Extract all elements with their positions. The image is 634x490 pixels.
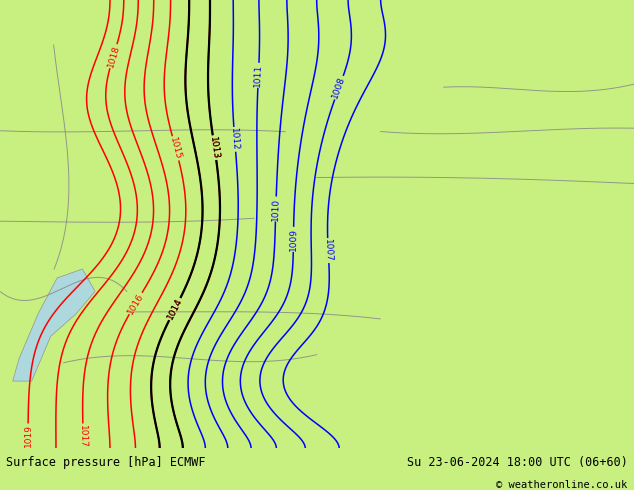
Text: © weatheronline.co.uk: © weatheronline.co.uk (496, 480, 628, 490)
Text: Surface pressure [hPa] ECMWF: Surface pressure [hPa] ECMWF (6, 456, 206, 469)
Text: 1009: 1009 (289, 228, 298, 251)
Polygon shape (13, 269, 95, 381)
Text: 1014: 1014 (165, 297, 184, 321)
Text: 1010: 1010 (271, 197, 281, 220)
Text: 1012: 1012 (230, 127, 240, 151)
Text: 1011: 1011 (254, 64, 263, 87)
Text: 1015: 1015 (168, 136, 183, 161)
Text: 1013: 1013 (209, 136, 221, 160)
Text: Su 23-06-2024 18:00 UTC (06+60): Su 23-06-2024 18:00 UTC (06+60) (407, 456, 628, 469)
Text: 1017: 1017 (79, 424, 88, 447)
Text: 1013: 1013 (209, 136, 221, 160)
Text: 1014: 1014 (165, 297, 184, 321)
Text: 1016: 1016 (126, 291, 145, 316)
Text: 1007: 1007 (323, 239, 333, 262)
Text: 1019: 1019 (23, 424, 32, 447)
Text: 1008: 1008 (331, 75, 347, 100)
Text: 1018: 1018 (106, 44, 121, 69)
